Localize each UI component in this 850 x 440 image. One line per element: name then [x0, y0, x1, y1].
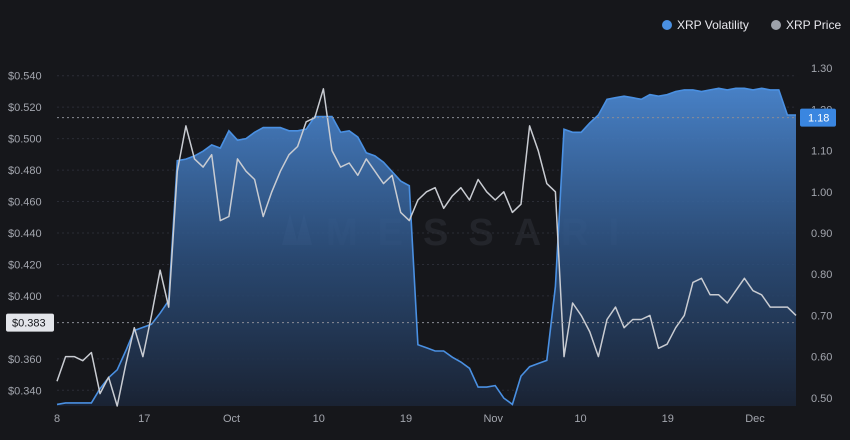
- left-axis-tick: $0.520: [8, 102, 42, 114]
- x-axis-tick: Nov: [483, 413, 503, 425]
- volatility-area: [57, 88, 796, 407]
- x-axis-tick: 10: [313, 413, 325, 425]
- right-axis-tick: 0.90: [811, 228, 832, 240]
- right-axis-tick: 0.60: [811, 352, 832, 364]
- left-axis-tick: $0.420: [8, 259, 42, 271]
- price-line: [56, 88, 797, 407]
- legend-volatility-swatch: [662, 20, 672, 30]
- x-axis-tick: 19: [662, 413, 674, 425]
- legend-volatility-label: XRP Volatility: [677, 18, 749, 32]
- left-axis-tick: $0.460: [8, 197, 42, 209]
- legend-price-label: XRP Price: [786, 18, 841, 32]
- x-axis-tick: Dec: [745, 413, 765, 425]
- right-axis-tick: 0.70: [811, 310, 832, 322]
- right-axis-tick: 1.00: [811, 187, 832, 199]
- x-axis-tick: 10: [574, 413, 586, 425]
- right-axis-tick: 1.30: [811, 63, 832, 75]
- left-axis-tick: $0.480: [8, 165, 42, 177]
- left-axis-tick: $0.360: [8, 354, 42, 366]
- x-axis-tick: 19: [400, 413, 412, 425]
- volatility-series: [56, 87, 796, 407]
- right-crosshair-label: 1.18: [808, 113, 829, 125]
- left-axis-tick: $0.440: [8, 228, 42, 240]
- left-axis-tick: $0.500: [8, 134, 42, 146]
- volatility-line: [56, 87, 796, 406]
- x-axis-tick: Oct: [223, 413, 240, 425]
- left-axis-tick: $0.340: [8, 385, 42, 397]
- axes: $0.340 $0.360 $0.400 $0.420 $0.440 $0.460 $0.4…: [8, 63, 832, 425]
- price-series: [56, 88, 797, 407]
- left-crosshair-badge: [6, 313, 54, 332]
- legend-price-swatch: [771, 20, 781, 30]
- x-axis-tick: 8: [54, 413, 60, 425]
- right-axis-tick: 1.10: [811, 146, 832, 158]
- legend: XRP Volatility XRP Price: [662, 18, 841, 32]
- left-crosshair-label: $0.383: [12, 318, 46, 330]
- right-axis-tick: 0.80: [811, 269, 832, 281]
- left-axis-tick: $0.400: [8, 291, 42, 303]
- x-axis-tick: 17: [138, 413, 150, 425]
- right-axis-tick: 0.50: [811, 393, 832, 405]
- right-crosshair-badge: [800, 108, 836, 127]
- crosshair: $0.383 1.18: [6, 108, 836, 332]
- left-axis-tick: $0.540: [8, 71, 42, 83]
